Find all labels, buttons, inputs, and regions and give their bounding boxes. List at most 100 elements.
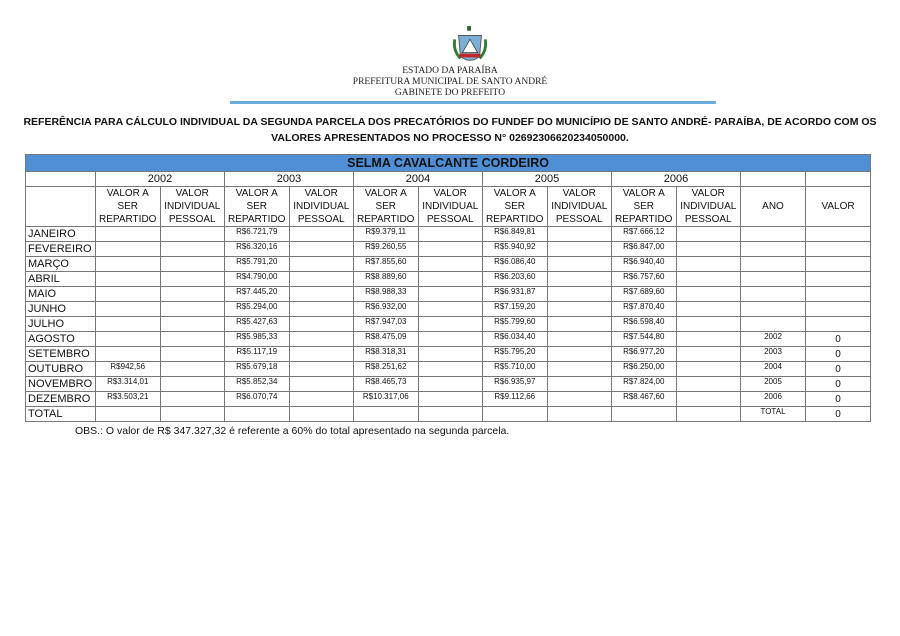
month-label: ABRIL (25, 271, 96, 287)
valor-individual-cell (675, 226, 741, 242)
valor-repartido-cell: R$5.940,92 (482, 241, 548, 257)
valor-repartido-cell: R$5.117,19 (224, 346, 290, 362)
valor-repartido-cell: R$5.791,20 (224, 256, 290, 272)
table-row: TOTAL TOTAL 0 (25, 406, 872, 422)
valor-individual-cell (546, 361, 612, 377)
valor-repartido-cell: R$8.251,62 (353, 361, 419, 377)
valor-repartido-cell (95, 406, 161, 422)
valor-repartido-cell: R$6.940,40 (611, 256, 677, 272)
col-valor-individual: VALOR INDIVIDUAL PESSOAL (546, 186, 612, 227)
col-valor-individual: VALOR INDIVIDUAL PESSOAL (417, 186, 483, 227)
valor-repartido-cell: R$6.598,40 (611, 316, 677, 332)
valor-individual-cell (675, 406, 741, 422)
ano-cell: 2004 (740, 361, 806, 377)
valor-repartido-cell (95, 286, 161, 302)
valor-repartido-cell: R$9.260,55 (353, 241, 419, 257)
month-label: NOVEMBRO (25, 376, 96, 392)
table-row: MAIO R$7.445,20 R$8.988,33 R$6.931,87 R$7.68… (25, 286, 872, 302)
valor-repartido-cell: R$6.931,87 (482, 286, 548, 302)
valor-repartido-cell: R$6.849,81 (482, 226, 548, 242)
ano-cell: 2006 (740, 391, 806, 407)
valor-repartido-cell: R$7.445,20 (224, 286, 290, 302)
valor-repartido-cell: R$5.710,00 (482, 361, 548, 377)
month-label: OUTUBRO (25, 361, 96, 377)
valor-repartido-cell: R$5.799,60 (482, 316, 548, 332)
valor-individual-cell (159, 376, 225, 392)
valor-individual-cell (159, 301, 225, 317)
valor-individual-cell (417, 361, 483, 377)
valor-individual-cell (288, 316, 354, 332)
header-state: ESTADO DA PARAÍBA (402, 66, 498, 76)
table-row: JUNHO R$5.294,00 R$6.932,00 R$7.159,20 R$7.8… (25, 301, 872, 317)
year-header: 2006 (611, 171, 741, 187)
col-valor: VALOR (804, 186, 872, 227)
valor-individual-cell (288, 376, 354, 392)
valor-individual-cell (288, 286, 354, 302)
valor-individual-cell (675, 286, 741, 302)
valor-repartido-cell: R$9.379,11 (353, 226, 419, 242)
ano-cell: TOTAL (740, 406, 806, 422)
header-rule (230, 101, 716, 104)
header-gabinete: GABINETE DO PREFEITO (394, 88, 506, 98)
valor-individual-cell (546, 391, 612, 407)
valor-individual-cell (159, 226, 225, 242)
valor-individual-cell (288, 346, 354, 362)
valor-individual-cell (546, 406, 612, 422)
document-title-line1: REFERÊNCIA PARA CÁLCULO INDIVIDUAL DA SE… (23, 116, 877, 128)
valor-repartido-cell: R$9.112,66 (482, 391, 548, 407)
valor-individual-cell (417, 391, 483, 407)
table-row: JULHO R$5.427,63 R$7.947,03 R$5.799,60 R$6.5… (25, 316, 872, 332)
valor-repartido-cell (95, 241, 161, 257)
valor-individual-cell (675, 331, 741, 347)
year-header: 2003 (224, 171, 354, 187)
valor-individual-cell (159, 331, 225, 347)
valor-repartido-cell: R$3.314,01 (95, 376, 161, 392)
table-row: NOVEMBRO R$3.314,01 R$5.852,34 R$8.465,73 R$… (25, 376, 872, 392)
table-row: SETEMBRO R$5.117,19 R$8.318,31 R$5.795,20 R$… (25, 346, 872, 362)
valor-individual-cell (675, 271, 741, 287)
valor-repartido-cell: R$8.988,33 (353, 286, 419, 302)
valor-cell: 0 (804, 406, 872, 422)
valor-individual-cell (417, 226, 483, 242)
valor-individual-cell (675, 361, 741, 377)
document-title-line2: VALORES APRESENTADOS NO PROCESSO N° 0269… (271, 132, 629, 144)
table-row: DEZEMBRO R$3.503,21 R$6.070,74 R$10.317,06 R… (25, 391, 872, 407)
valor-individual-cell (546, 256, 612, 272)
valor-repartido-cell: R$7.947,03 (353, 316, 419, 332)
valor-individual-cell (288, 361, 354, 377)
month-label: AGOSTO (25, 331, 96, 347)
valor-individual-cell (546, 346, 612, 362)
valor-individual-cell (288, 226, 354, 242)
valor-individual-cell (288, 406, 354, 422)
header-prefeitura: PREFEITURA MUNICIPAL DE SANTO ANDRÉ (352, 77, 548, 87)
valor-individual-cell (675, 316, 741, 332)
ano-cell: 2003 (740, 346, 806, 362)
ano-cell (740, 271, 806, 287)
valor-repartido-cell: R$5.679,18 (224, 361, 290, 377)
blank-cell (740, 171, 806, 187)
valor-repartido-cell: R$7.666,12 (611, 226, 677, 242)
valor-repartido-cell: R$7.159,20 (482, 301, 548, 317)
valor-individual-cell (417, 241, 483, 257)
valor-individual-cell (546, 316, 612, 332)
valor-individual-cell (417, 331, 483, 347)
year-header: 2004 (353, 171, 483, 187)
valor-individual-cell (288, 301, 354, 317)
valor-repartido-cell: R$942,56 (95, 361, 161, 377)
table-row: AGOSTO R$5.985,33 R$8.475,09 R$6.034,40 R$7.… (25, 331, 872, 347)
valor-individual-cell (159, 256, 225, 272)
valor-repartido-cell: R$6.935,97 (482, 376, 548, 392)
valor-individual-cell (546, 271, 612, 287)
valor-cell: 0 (804, 346, 872, 362)
valor-individual-cell (675, 346, 741, 362)
month-label: JANEIRO (25, 226, 96, 242)
valor-repartido-cell: R$6.977,20 (611, 346, 677, 362)
valor-individual-cell (675, 391, 741, 407)
valor-repartido-cell: R$4.790,00 (224, 271, 290, 287)
valor-repartido-cell: R$10.317,06 (353, 391, 419, 407)
person-name: SELMA CAVALCANTE CORDEIRO (24, 154, 872, 172)
valor-repartido-cell (95, 271, 161, 287)
valor-cell (804, 301, 872, 317)
col-valor-repartido: VALOR A SER REPARTIDO (611, 186, 677, 227)
month-label: SETEMBRO (25, 346, 96, 362)
